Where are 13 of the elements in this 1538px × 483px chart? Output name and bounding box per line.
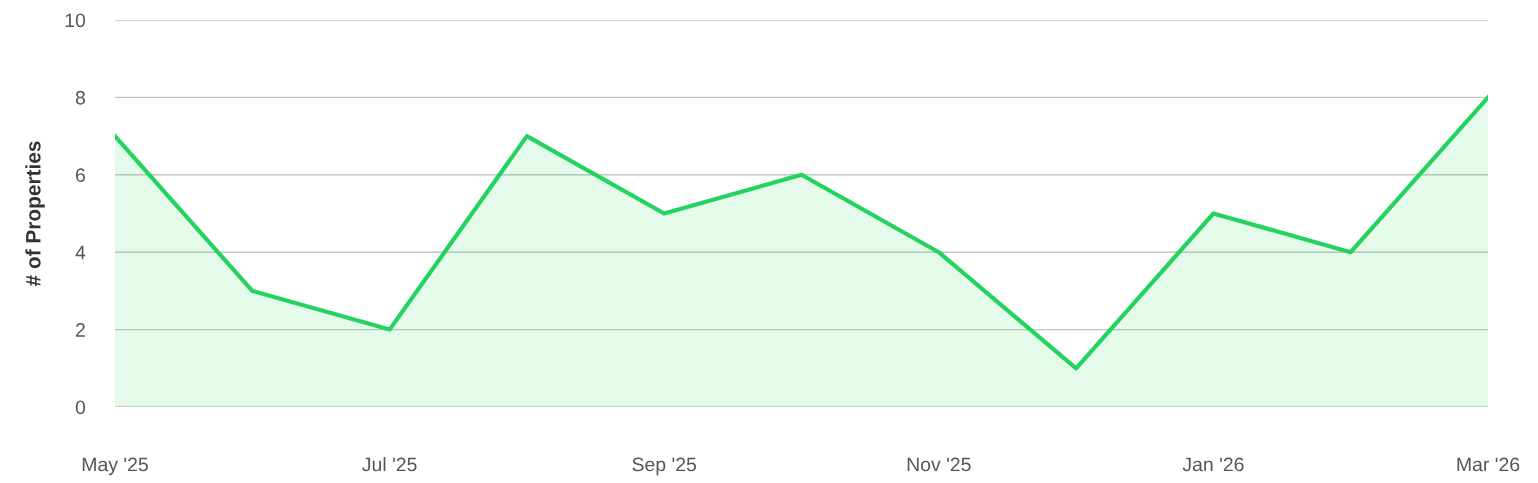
y-axis-title: # of Properties	[25, 141, 45, 287]
y-tick-label: 4	[75, 245, 86, 260]
y-tick-label: 10	[65, 13, 86, 28]
y-tick-label: 2	[76, 323, 85, 337]
x-tick-label: Jul '25	[362, 457, 417, 472]
x-tick-label: May '25	[82, 457, 148, 476]
y-tick-label: 8	[75, 90, 85, 105]
y-tick-label: 0	[75, 400, 86, 415]
x-tick-label: Mar '26	[1457, 457, 1520, 472]
x-tick-label: Nov '25	[907, 457, 971, 472]
y-tick-label: 6	[76, 168, 85, 183]
x-tick-label: Sep '25	[632, 457, 697, 476]
x-tick-label: Jan '26	[1182, 457, 1244, 472]
